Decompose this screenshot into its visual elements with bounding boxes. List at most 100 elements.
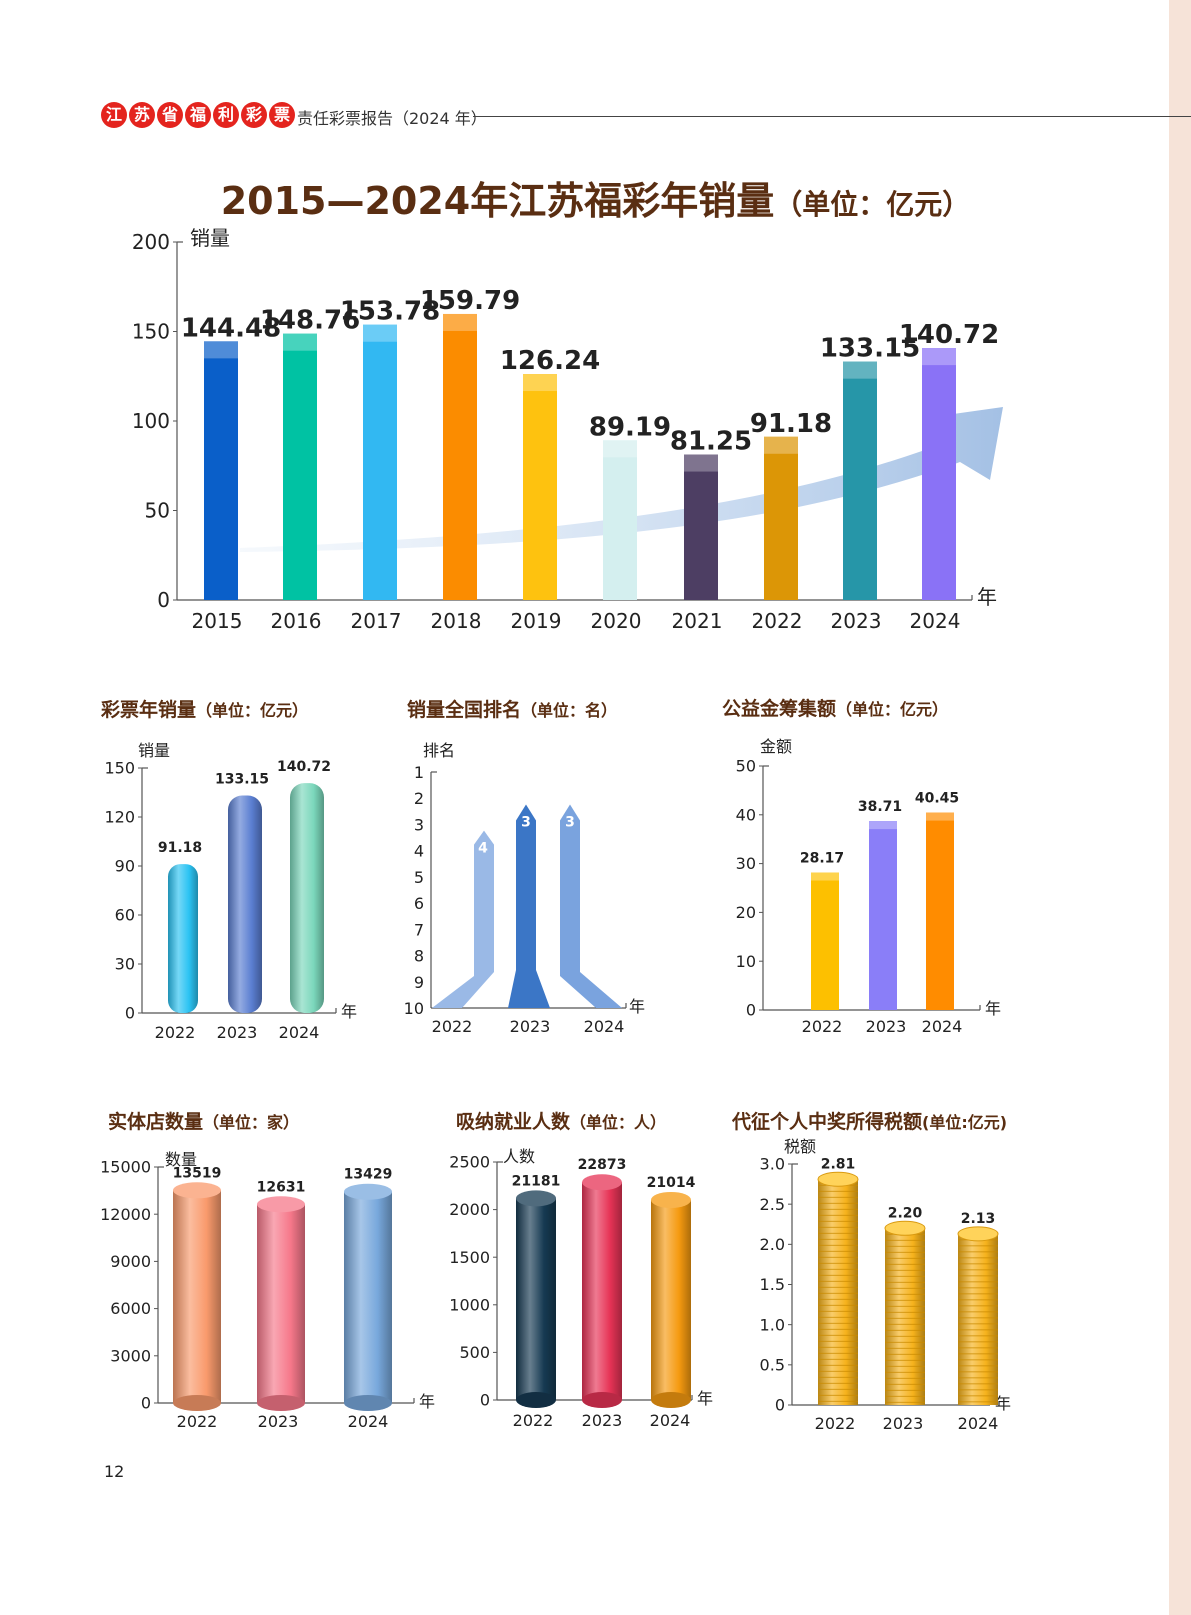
y-tick-label: 0.5	[760, 1355, 785, 1374]
y-axis-title: 数量	[165, 1150, 197, 1169]
y-tick-label: 6	[414, 894, 424, 913]
cylinder-bar-2023	[257, 1196, 305, 1411]
bar-top-highlight	[764, 436, 798, 454]
bar-value-label: 28.17	[800, 851, 844, 867]
y-tick-label: 6000	[110, 1299, 151, 1318]
x-tick-label: 2023	[217, 1023, 258, 1042]
cylinder-top	[344, 1183, 392, 1200]
bar-2024	[922, 348, 956, 600]
x-tick-label: 2022	[432, 1017, 473, 1036]
brand-char: 福	[185, 102, 211, 128]
x-tick-label: 2023	[258, 1412, 299, 1431]
x-tick-label: 2024	[584, 1017, 625, 1036]
x-tick-label: 2017	[351, 609, 402, 633]
y-tick-label: 0	[775, 1396, 785, 1415]
y-tick-label: 10	[404, 999, 424, 1018]
cylinder-bottom	[173, 1395, 221, 1411]
page-edge-strip	[1169, 0, 1191, 1615]
bar-top-highlight	[363, 324, 397, 342]
bar-2021	[684, 454, 718, 600]
section-title-text: 公益金筹集额	[722, 698, 837, 720]
y-tick-label: 30	[115, 955, 135, 974]
bar-value-label: 21014	[647, 1175, 696, 1191]
bar-value-label: 2.20	[888, 1205, 923, 1221]
brand-char: 彩	[241, 102, 267, 128]
y-tick-label: 150	[132, 320, 170, 344]
brand-logo: 江 苏 省 福 利 彩 票	[101, 102, 295, 128]
x-tick-label: 2019	[511, 609, 562, 633]
section-title-unit: （单位：亿元）	[836, 700, 949, 719]
y-tick-label: 2000	[449, 1200, 490, 1219]
y-tick-label: 120	[104, 808, 135, 827]
y-tick-label: 3.0	[760, 1155, 785, 1174]
y-tick-label: 9	[414, 973, 424, 992]
bar-2024	[926, 812, 954, 1010]
cylinder-body	[344, 1191, 392, 1403]
bar-2024	[290, 783, 324, 1013]
y-axis-title: 销量	[190, 226, 230, 250]
bar-2016	[283, 333, 317, 600]
y-tick-label: 50	[145, 499, 170, 523]
y-tick-label: 2500	[449, 1153, 490, 1172]
bar-value-label: 2.81	[821, 1156, 856, 1172]
cylinder-body	[516, 1198, 556, 1400]
bar-top-highlight	[443, 313, 477, 331]
rank-value-label: 3	[521, 814, 531, 830]
bar-value-label: 21181	[512, 1173, 561, 1189]
bar-top-highlight	[926, 812, 954, 821]
y-tick-label: 3000	[110, 1346, 151, 1365]
y-tick-label: 3	[414, 815, 424, 834]
x-tick-label: 2021	[672, 609, 723, 633]
main-title-unit: （单位：亿元）	[774, 188, 971, 221]
section-title-unit: （单位：家）	[203, 1113, 300, 1132]
bar-top-highlight	[843, 361, 877, 379]
bar-2022	[811, 872, 839, 1010]
report-subtitle: 责任彩票报告（2024 年）	[297, 109, 487, 128]
bar-value-label: 12631	[257, 1179, 306, 1195]
x-tick-label: 2024	[910, 609, 961, 633]
x-tick-label: 2023	[582, 1411, 623, 1430]
cylinder-bottom	[344, 1395, 392, 1411]
section-title-unit: （单位：亿元）	[196, 701, 309, 720]
rank-arrow-2022	[432, 830, 494, 1008]
section-title-text: 吸纳就业人数	[456, 1111, 571, 1133]
section-title-unit: (单位:亿元)	[922, 1113, 1008, 1132]
y-tick-label: 0	[141, 1394, 151, 1413]
bar-value-label: 148.76	[260, 306, 360, 336]
bar-top-highlight	[684, 454, 718, 472]
y-tick-label: 30	[736, 854, 756, 873]
rank-value-label: 3	[565, 814, 575, 830]
rank-arrow-2023	[508, 804, 550, 1008]
y-tick-label: 12000	[100, 1205, 151, 1224]
section-title-text: 销量全国排名	[407, 699, 522, 721]
y-axis-title: 税额	[784, 1137, 816, 1156]
x-axis-title: 年	[977, 585, 997, 609]
x-tick-label: 2018	[431, 609, 482, 633]
section-title-text: 代征个人中奖所得税额	[732, 1111, 923, 1133]
x-tick-label: 2023	[883, 1414, 924, 1433]
brand-char: 省	[157, 102, 183, 128]
bar-2022	[168, 864, 198, 1013]
y-tick-label: 2	[414, 789, 424, 808]
y-tick-label: 4	[414, 842, 424, 861]
bar-value-label: 133.15	[215, 772, 269, 788]
bar-value-label: 91.18	[750, 409, 832, 439]
x-axis-title: 年	[341, 1002, 357, 1021]
main-title-text: 2015—2024年江苏福彩年销量	[220, 179, 775, 223]
coin-stack-2022	[817, 1171, 859, 1405]
y-tick-label: 10	[736, 952, 756, 971]
y-tick-label: 90	[115, 857, 135, 876]
bar-value-label: 40.45	[915, 791, 959, 807]
x-axis-title: 年	[629, 997, 645, 1016]
y-tick-label: 0	[746, 1001, 756, 1020]
bar-value-label: 13429	[344, 1167, 393, 1183]
coin-stack-2024	[957, 1226, 999, 1405]
y-tick-label: 40	[736, 805, 756, 824]
sales-section-title: 彩票年销量（单位：亿元）	[101, 695, 308, 722]
y-tick-label: 100	[132, 409, 170, 433]
bar-value-label: 159.79	[420, 286, 520, 316]
welfare-section-title: 公益金筹集额（单位：亿元）	[722, 694, 948, 721]
